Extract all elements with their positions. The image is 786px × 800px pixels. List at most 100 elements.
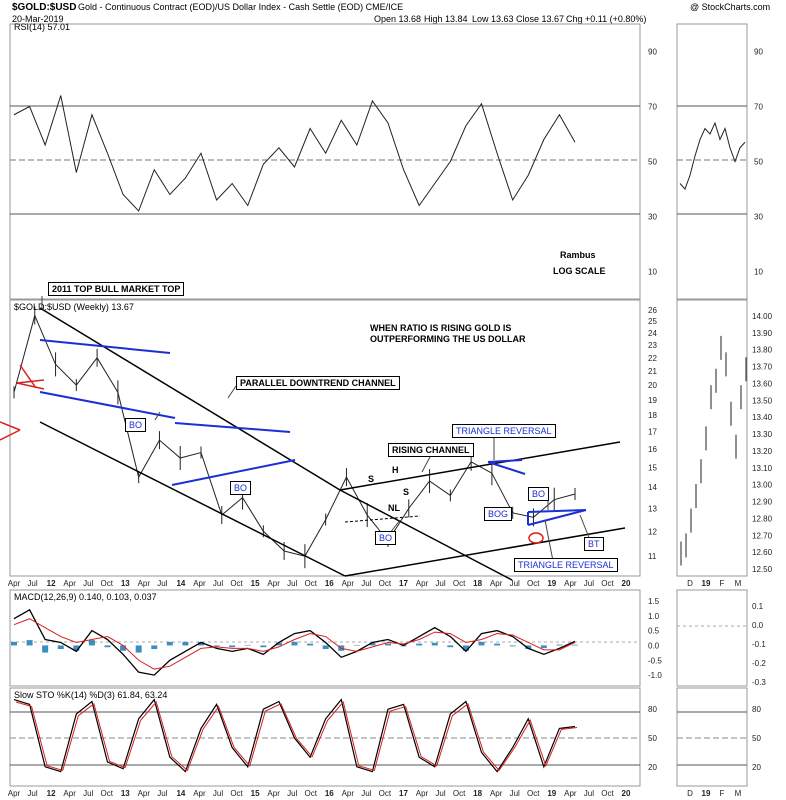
rsi-right-tick-label: 90 bbox=[754, 48, 763, 57]
x-axis-label-bottom: 17 bbox=[399, 789, 408, 798]
x-axis-label: Jul bbox=[584, 579, 594, 588]
x-axis-label: Apr bbox=[564, 579, 577, 588]
x-axis-label-bottom: Jul bbox=[213, 789, 223, 798]
rsi-right-tick-label: 30 bbox=[754, 213, 763, 222]
price-line bbox=[13, 314, 576, 557]
x-axis-label: Jul bbox=[213, 579, 223, 588]
rising-channel-upper bbox=[339, 441, 621, 491]
rsi-right-frame bbox=[676, 23, 748, 300]
rsi-right-tick-label: 50 bbox=[754, 158, 763, 167]
x-axis-label: Oct bbox=[230, 579, 243, 588]
x-axis-label: 16 bbox=[325, 579, 334, 588]
downtrend-upper-line bbox=[39, 307, 341, 491]
macd-histogram-bar bbox=[88, 640, 95, 646]
annotation-bo-2: BO bbox=[230, 481, 252, 495]
rsi-tick-label: 90 bbox=[648, 48, 657, 57]
watermark: @ StockCharts.com bbox=[690, 2, 771, 12]
right-x-axis-label-bottom: F bbox=[720, 789, 725, 798]
x-axis-label: Jul bbox=[287, 579, 297, 588]
x-axis-label: Apr bbox=[416, 579, 429, 588]
annotation-2011-top: 2011 TOP BULL MARKET TOP bbox=[48, 282, 185, 296]
price-right-tick-label: 14.00 bbox=[752, 312, 773, 321]
right-x-axis-label: M bbox=[735, 579, 742, 588]
x-axis-label: 15 bbox=[251, 579, 260, 588]
macd-histogram-bar bbox=[260, 645, 267, 648]
x-axis-label-bottom: 15 bbox=[251, 789, 260, 798]
right-rsi bbox=[679, 121, 746, 190]
rsi-tick-label: 50 bbox=[648, 158, 657, 167]
macd-tick-label: 1.0 bbox=[648, 612, 660, 621]
triangle-2-bottom bbox=[171, 459, 296, 486]
price-tick-label: 24 bbox=[648, 329, 657, 338]
price-right-frame bbox=[676, 299, 748, 577]
x-axis-label-bottom: Jul bbox=[584, 789, 594, 798]
annotation-left-shoulder: S bbox=[368, 474, 375, 484]
right-x-axis-label: D bbox=[687, 579, 693, 588]
price-tick-label: 13 bbox=[648, 504, 657, 513]
x-axis-label: Oct bbox=[453, 579, 466, 588]
macd-histogram-bar bbox=[166, 641, 173, 646]
macd-tick-label: -0.5 bbox=[648, 656, 662, 665]
x-axis-label-bottom: 13 bbox=[121, 789, 130, 798]
downtrend-upper-extension bbox=[339, 489, 513, 581]
price-right-tick-label: 13.90 bbox=[752, 329, 773, 338]
macd-histogram-bar bbox=[42, 645, 49, 653]
x-axis-label-bottom: Oct bbox=[527, 789, 540, 798]
price-right-tick-label: 12.70 bbox=[752, 531, 773, 540]
rsi-right-tick-label: 70 bbox=[754, 103, 763, 112]
macd-histogram-bar bbox=[540, 645, 547, 649]
rising-channel-lower bbox=[344, 527, 626, 577]
triangle-4-top bbox=[527, 509, 587, 513]
price-right-tick-label: 13.80 bbox=[752, 346, 773, 355]
price-right-tick-label: 12.50 bbox=[752, 565, 773, 574]
macd-line bbox=[13, 608, 576, 676]
price-tick-label: 26 bbox=[648, 306, 657, 315]
price-tick-label: 25 bbox=[648, 317, 657, 326]
macd-histogram-bar bbox=[572, 644, 578, 646]
x-axis-label: Oct bbox=[305, 579, 318, 588]
macd-histogram-bar bbox=[478, 641, 485, 646]
pointer-tri-bottom bbox=[544, 519, 554, 562]
price-tick-label: 14 bbox=[648, 483, 657, 492]
price-right-tick-label: 13.60 bbox=[752, 379, 773, 388]
macd-histogram-bar bbox=[525, 645, 532, 649]
rsi-tick-label: 70 bbox=[648, 103, 657, 112]
macd-histogram-bar bbox=[151, 645, 158, 649]
triangle-4-bottom bbox=[527, 509, 587, 526]
sto-right-frame bbox=[676, 687, 748, 787]
x-axis-label-bottom: 14 bbox=[176, 789, 185, 798]
red-line-1 bbox=[16, 382, 45, 390]
macd-tick-label: 1.5 bbox=[648, 597, 660, 606]
price-tick-label: 11 bbox=[648, 552, 657, 561]
x-axis-label: 19 bbox=[547, 579, 556, 588]
price-right-tick-label: 12.90 bbox=[752, 498, 773, 507]
macd-histogram-bar bbox=[509, 645, 516, 647]
right-x-axis-label: 19 bbox=[702, 579, 711, 588]
rsi-panel-frame bbox=[9, 23, 641, 300]
annotation-bt: BT bbox=[584, 537, 604, 551]
x-axis-label-bottom: Jul bbox=[287, 789, 297, 798]
rsi-line bbox=[13, 95, 576, 212]
macd-tick-label: -1.0 bbox=[648, 671, 662, 680]
pointer-bt bbox=[579, 514, 591, 541]
macd-histogram-bar bbox=[11, 641, 17, 646]
x-axis-label-bottom: 12 bbox=[47, 789, 56, 798]
right-price-bars bbox=[680, 335, 747, 566]
right-x-axis-label: F bbox=[720, 579, 725, 588]
macd-histogram-bar bbox=[182, 641, 189, 646]
macd-histogram-bar bbox=[369, 642, 376, 646]
annotation-triangle-reversal-bottom: TRIANGLE REVERSAL bbox=[514, 558, 618, 572]
x-axis-label: Jul bbox=[361, 579, 371, 588]
x-axis-label: Jul bbox=[27, 579, 37, 588]
macd-layer bbox=[11, 608, 578, 676]
rsi-layer bbox=[13, 95, 576, 212]
price-legend: $GOLD:$USD (Weekly) 13.67 bbox=[14, 302, 134, 312]
log-scale-note: LOG SCALE bbox=[553, 266, 606, 276]
pointer-bo1 bbox=[154, 411, 161, 421]
sto-right-tick-label: 20 bbox=[752, 763, 761, 772]
sto-k-line bbox=[13, 698, 576, 773]
rsi-right-tick-label: 10 bbox=[754, 268, 763, 277]
x-axis-labels: Apr Apr Jul Jul 12 12 Apr Apr Jul Jul Oct Oct 13 13 Ap… bbox=[8, 579, 742, 798]
x-axis-label: 12 bbox=[47, 579, 56, 588]
